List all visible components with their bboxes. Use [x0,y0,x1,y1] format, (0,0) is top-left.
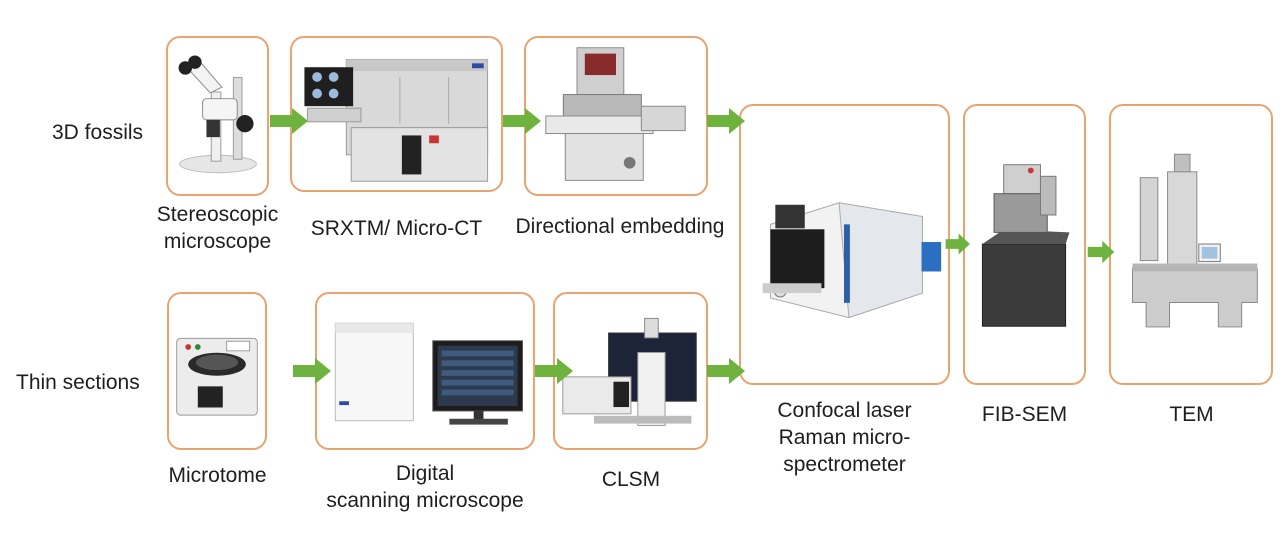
arrow-raman-to-fib-sem [945,233,970,255]
arrow-digital-to-clsm [535,358,573,384]
clsm-image [562,317,697,427]
fib-sem-box [963,104,1086,385]
microtome-box [167,292,267,450]
digital-scanning-microscope-label: Digital scanning microscope [326,462,524,512]
arrow-stereo-to-srxtm [270,108,308,134]
arrow-fib-sem-to-tem [1087,240,1115,264]
clsm-label: CLSM [601,468,661,491]
directional-embedding-label: Directional embedding [515,215,725,238]
tem-image [1131,153,1258,328]
fib-sem-image [981,164,1070,327]
arrow-clsm-to-raman [707,358,745,384]
microtome-image [176,337,258,416]
stereoscopic-microscope-image [178,55,257,174]
arrow-microtome-to-digital [293,358,331,384]
digital-scanning-microscope-image [334,322,523,425]
arrow-embedding-to-raman [707,108,745,134]
directional-embedding-box [524,36,708,196]
arrow-srxtm-to-embedding [503,108,541,134]
digital-scanning-microscope-box [315,292,535,450]
srxtm-micro-ct-box [290,36,503,192]
row-label-thin-sections: Thin sections [16,371,140,394]
srxtm-micro-ct-label: SRXTM/ Micro-CT [310,217,483,240]
clsm-box [553,292,708,450]
tem-box [1109,104,1273,385]
tem-label: TEM [1169,403,1214,426]
stereoscopic-microscope-label: Stereoscopic microscope [156,203,279,253]
row-label-3d-fossils: 3D fossils [52,121,144,144]
stereoscopic-microscope-box [166,36,269,196]
raman-spectrometer-image [762,202,942,319]
raman-spectrometer-box [739,104,950,385]
srxtm-micro-ct-image [304,58,489,182]
microtome-label: Microtome [168,464,267,487]
fib-sem-label: FIB-SEM [981,403,1068,426]
directional-embedding-image [545,47,686,181]
raman-spectrometer-label: Confocal laser Raman micro- spectrometer [777,399,912,476]
